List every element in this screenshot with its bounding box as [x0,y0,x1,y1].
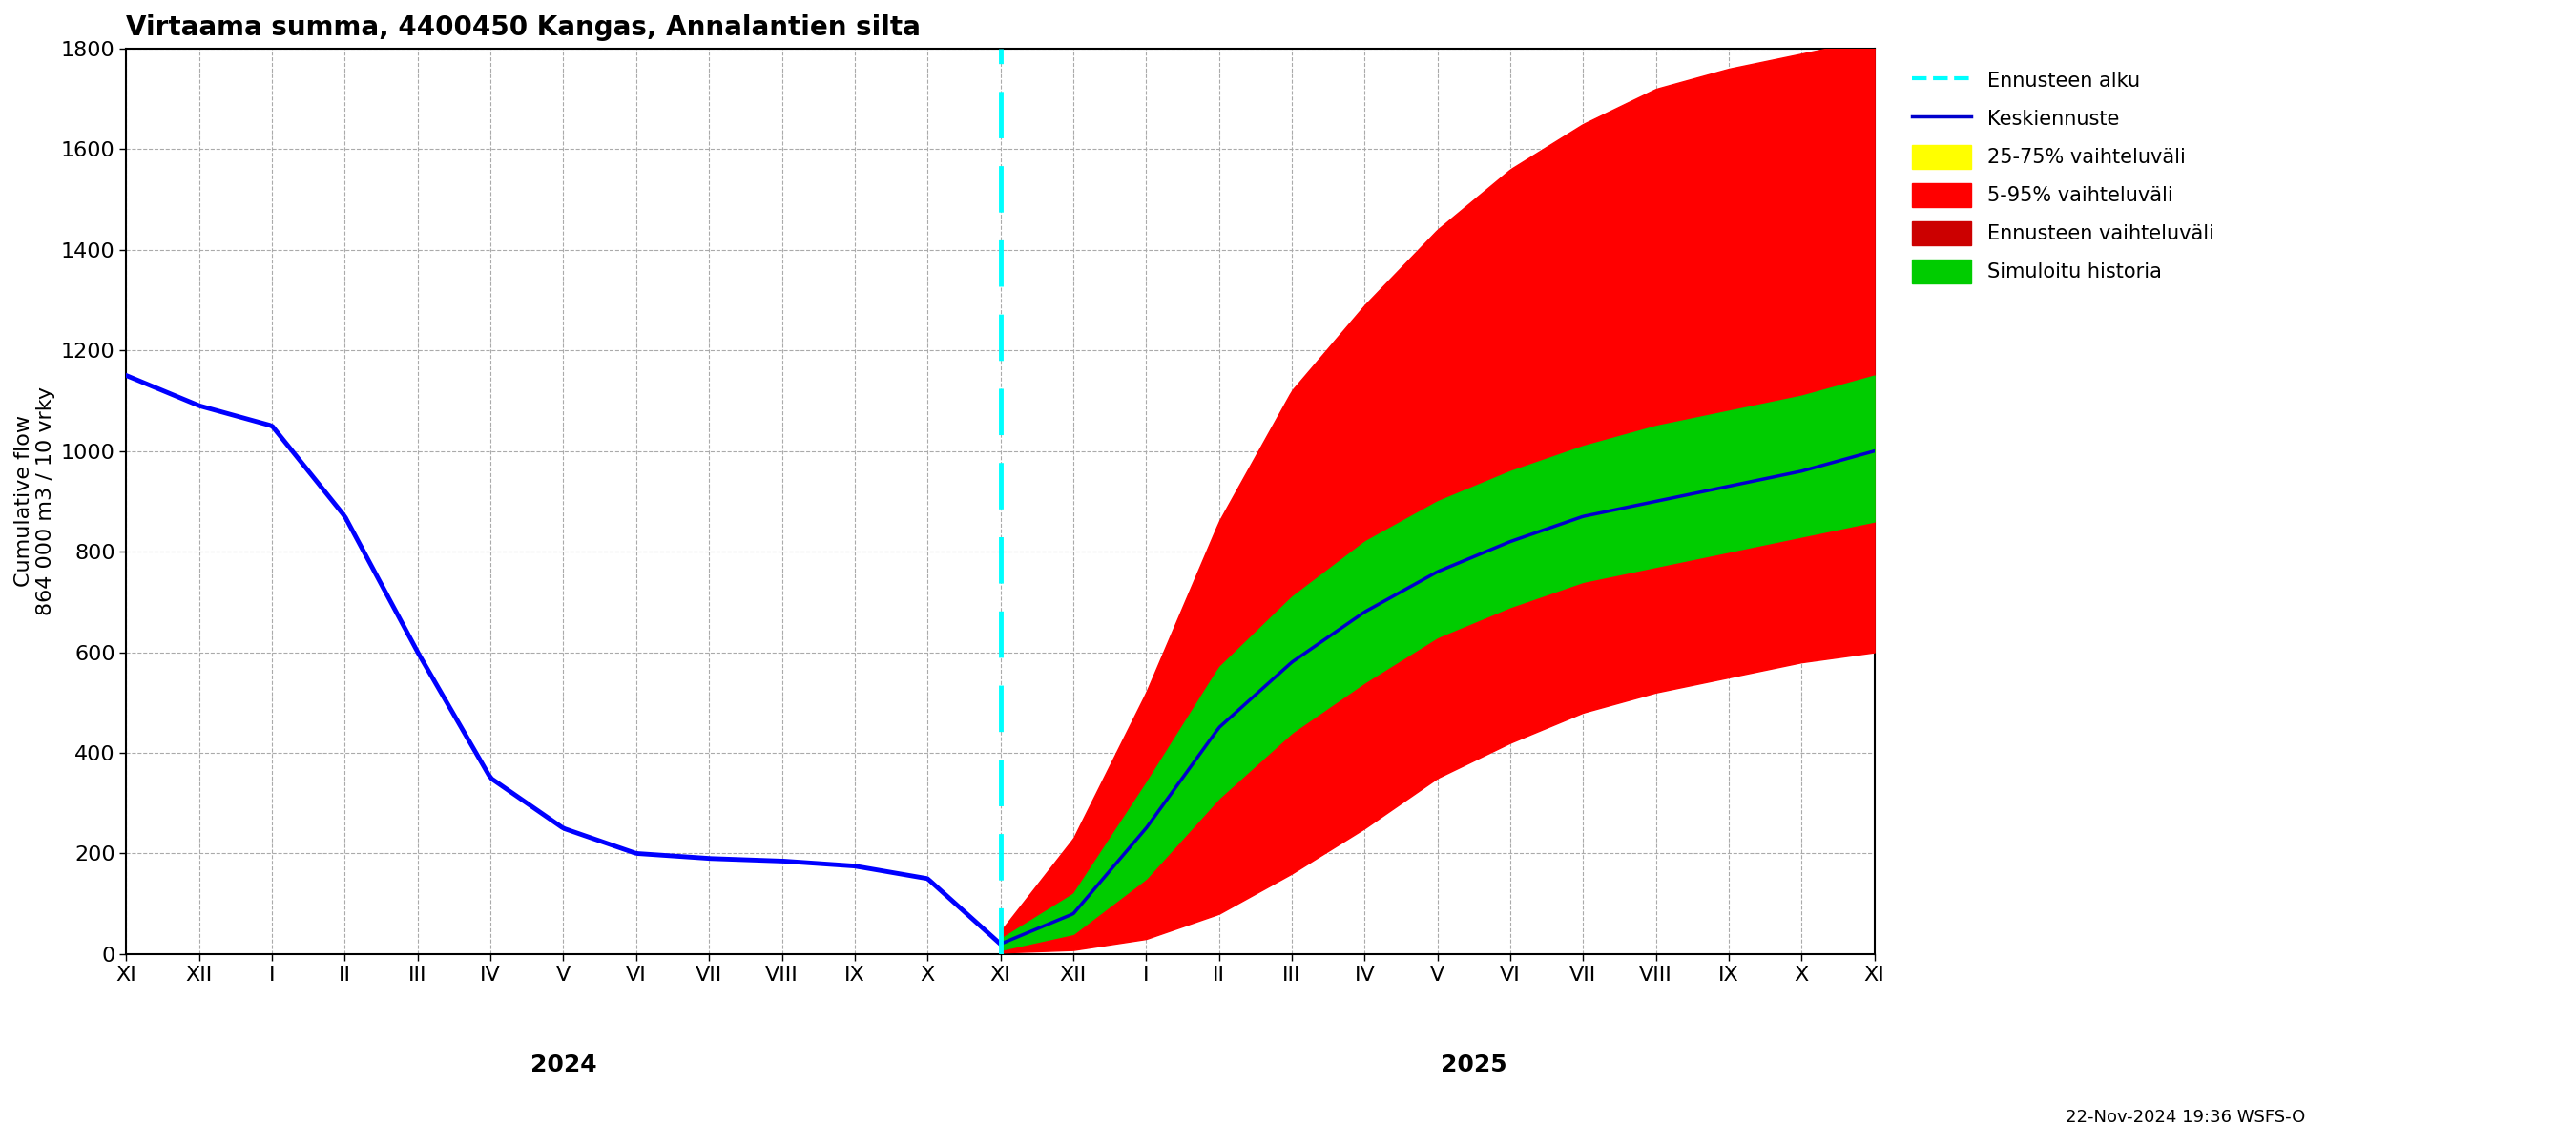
Text: Virtaama summa, 4400450 Kangas, Annalantien silta: Virtaama summa, 4400450 Kangas, Annalant… [126,14,922,41]
Text: 2024: 2024 [531,1053,598,1076]
Text: 2025: 2025 [1440,1053,1507,1076]
Y-axis label: Cumulative flow
864 000 m3 / 10 vrky: Cumulative flow 864 000 m3 / 10 vrky [15,387,57,616]
Text: 22-Nov-2024 19:36 WSFS-O: 22-Nov-2024 19:36 WSFS-O [2066,1108,2306,1126]
Legend: Ennusteen alku, Keskiennuste, 25-75% vaihteluväli, 5-95% vaihteluväli, Ennusteen: Ennusteen alku, Keskiennuste, 25-75% vai… [1901,58,2223,293]
